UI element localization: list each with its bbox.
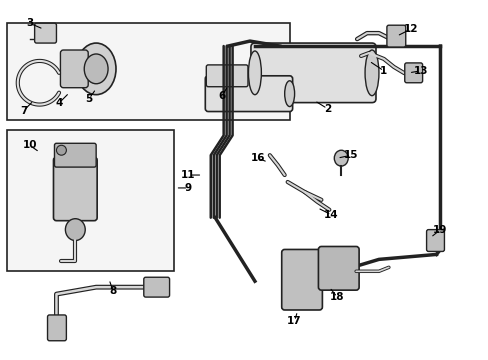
Text: 18: 18 (329, 292, 344, 302)
Text: 10: 10 (22, 140, 37, 150)
Text: 2: 2 (323, 104, 330, 113)
Ellipse shape (334, 150, 347, 166)
FancyBboxPatch shape (206, 65, 247, 87)
Text: 4: 4 (56, 98, 63, 108)
FancyBboxPatch shape (54, 143, 96, 167)
FancyBboxPatch shape (35, 23, 56, 43)
Ellipse shape (65, 219, 85, 240)
Text: 1: 1 (380, 66, 387, 76)
FancyBboxPatch shape (61, 50, 88, 88)
Text: 15: 15 (343, 150, 358, 160)
Text: 19: 19 (432, 225, 447, 235)
Text: 8: 8 (109, 286, 117, 296)
Ellipse shape (56, 145, 66, 155)
Text: 11: 11 (181, 170, 195, 180)
Ellipse shape (365, 50, 378, 96)
Text: 17: 17 (287, 316, 301, 326)
Ellipse shape (84, 54, 108, 84)
FancyBboxPatch shape (143, 277, 169, 297)
FancyBboxPatch shape (404, 63, 422, 83)
Bar (7, 130, 173, 271)
FancyBboxPatch shape (250, 43, 375, 103)
FancyBboxPatch shape (386, 25, 405, 47)
Text: 6: 6 (218, 91, 225, 101)
Text: 5: 5 (85, 94, 93, 104)
FancyBboxPatch shape (281, 249, 322, 310)
Text: 14: 14 (324, 210, 338, 220)
Text: 9: 9 (184, 183, 192, 193)
Ellipse shape (76, 43, 116, 95)
Bar (7, 23, 289, 121)
FancyBboxPatch shape (47, 315, 66, 341)
Text: 13: 13 (412, 66, 427, 76)
Text: 3: 3 (26, 18, 33, 28)
Text: 12: 12 (403, 24, 417, 34)
Ellipse shape (248, 51, 261, 95)
FancyBboxPatch shape (53, 157, 97, 221)
Ellipse shape (284, 81, 294, 107)
Text: 7: 7 (20, 105, 27, 116)
FancyBboxPatch shape (318, 247, 358, 290)
FancyBboxPatch shape (205, 76, 292, 112)
Text: 16: 16 (250, 153, 264, 163)
FancyBboxPatch shape (426, 230, 444, 251)
